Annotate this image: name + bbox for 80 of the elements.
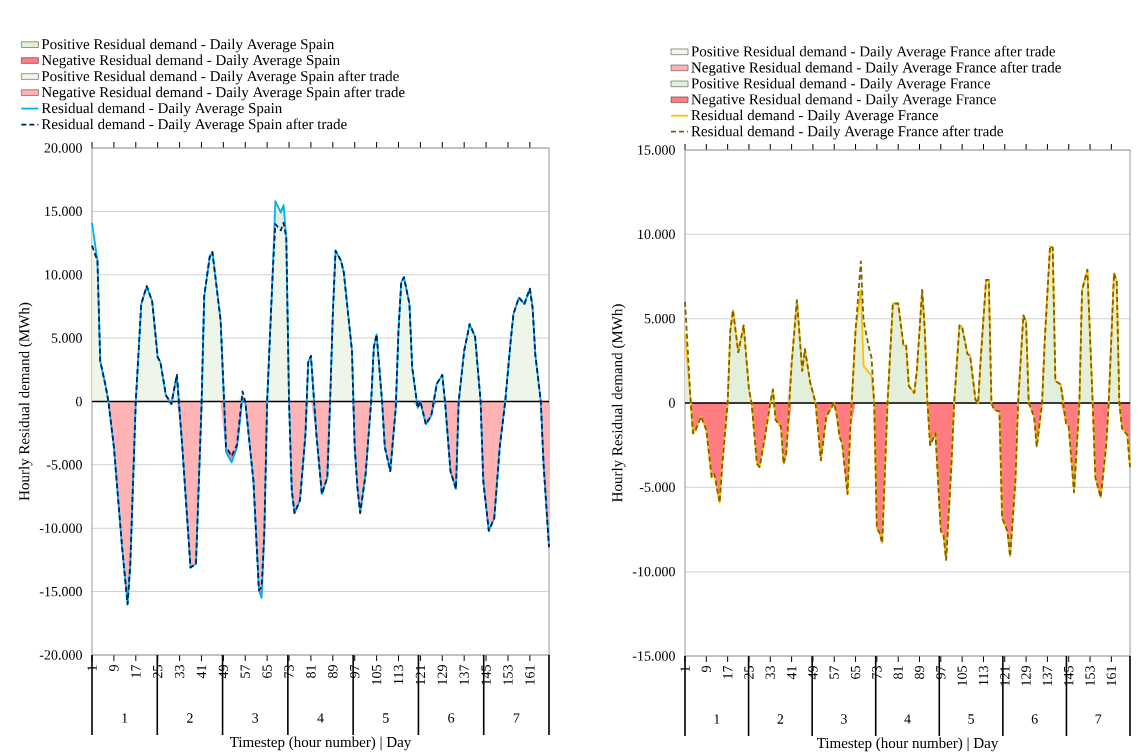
x-tick-label: 17	[723, 665, 733, 679]
y-tick-label: -15.000	[39, 586, 82, 597]
x-tick-label: 33	[765, 666, 775, 679]
x-tick-label: 113	[978, 666, 989, 685]
x-tick-label: 65	[850, 666, 861, 679]
y-tick-label: -20.000	[39, 650, 82, 660]
x-tick-label: 9	[701, 666, 712, 673]
text: 1	[122, 713, 128, 723]
y-tick-label: 15.000	[638, 145, 675, 155]
y-tick-label: 10.000	[638, 229, 675, 240]
y-tick-label: 0	[669, 398, 675, 408]
y-tick-label: 15.000	[45, 206, 82, 217]
x-tick-label: 41	[786, 666, 797, 680]
legend-label: Positive Residual demand - Daily Average France	[691, 77, 991, 92]
x-tick-label: 17	[131, 664, 141, 678]
legend-label: Positive Residual demand - Daily Average Spain after trade	[41, 70, 399, 85]
x-axis-title: Timestep (hour number) | Day	[229, 736, 412, 751]
x-tick-label: 105	[371, 665, 382, 685]
x-tick-label: 1	[87, 665, 97, 671]
x-tick-label: 129	[1021, 666, 1031, 686]
x-axis-title: Timestep (hour number) | Day	[816, 737, 999, 752]
y-axis-title: Hourly Residual demand (MWh)	[611, 304, 626, 502]
y-tick-label: -10.000	[632, 566, 675, 577]
x-tick-label: 57	[240, 664, 250, 678]
y-tick-label: -5.000	[46, 460, 82, 470]
legend-label: Residual demand - Daily Average France after trade	[691, 125, 1003, 140]
legend-label: Residual demand - Daily Average Spain	[41, 102, 283, 117]
y-axis-title: Hourly Residual demand (MWh)	[18, 302, 33, 501]
text: 4	[317, 713, 324, 723]
x-tick-label: 49	[808, 666, 818, 680]
x-tick-label: 161	[1106, 666, 1117, 686]
x-tick-label: 89	[914, 666, 925, 679]
x-tick-label: 33	[174, 665, 185, 678]
legend-label: Negative Residual demand - Daily Average France after trade	[691, 61, 1061, 76]
x-tick-label: 161	[525, 665, 535, 685]
legend-label: Residual demand - Daily Average Spain after trade	[41, 118, 347, 133]
x-tick-label: 153	[1085, 666, 1095, 686]
legend-label: Negative Residual demand - Daily Average France	[691, 93, 996, 108]
y-tick-label: 20.000	[44, 143, 82, 153]
x-tick-label: 129	[437, 665, 447, 685]
text: 2	[187, 713, 193, 723]
x-tick-label: 9	[109, 665, 119, 672]
x-tick-label: 121	[1000, 666, 1010, 686]
x-tick-label: 41	[196, 665, 207, 679]
y-tick-label: 10.000	[45, 269, 82, 280]
x-tick-label: 137	[459, 664, 469, 685]
y-tick-label: -15.000	[632, 651, 675, 661]
legend-label: Negative Residual demand - Daily Average Spain	[41, 54, 340, 69]
x-tick-label: 73	[284, 665, 294, 678]
text: 6	[448, 713, 455, 723]
text: 7	[1095, 714, 1102, 724]
text: 4	[904, 714, 911, 724]
x-tick-label: 57	[829, 665, 839, 679]
x-tick-label: 113	[393, 665, 404, 684]
x-tick-label: 65	[262, 665, 272, 678]
legend-label: Residual demand - Daily Average France	[691, 109, 938, 124]
y-tick-label: -10.000	[39, 523, 82, 534]
text: 3	[841, 714, 847, 724]
text: 2	[777, 714, 784, 724]
x-tick-label: 97	[350, 664, 360, 679]
x-tick-label: 81	[306, 665, 316, 678]
text: 1	[714, 714, 720, 724]
text: 6	[1031, 714, 1038, 724]
x-tick-label: 105	[957, 666, 967, 686]
text: 5	[383, 713, 389, 723]
x-tick-label: 81	[893, 666, 903, 679]
y-tick-label: 5.000	[51, 333, 82, 343]
y-tick-label: 0	[76, 396, 82, 407]
y-tick-label: 5.000	[644, 313, 675, 324]
y-tick-label: -5.000	[639, 482, 675, 493]
x-tick-label: 153	[503, 665, 513, 685]
legend-label: Positive Residual demand - Daily Average Spain	[41, 38, 335, 53]
text: 5	[968, 714, 975, 724]
x-tick-label: 89	[328, 665, 338, 678]
x-tick-label: 1	[680, 666, 690, 672]
legend-label: Negative Residual demand - Daily Average Spain after trade	[41, 86, 405, 101]
legend-label: Positive Residual demand - Daily Average France after trade	[691, 45, 1056, 60]
text: 3	[252, 713, 259, 723]
x-tick-label: 137	[1042, 665, 1053, 686]
text: 7	[513, 713, 520, 723]
